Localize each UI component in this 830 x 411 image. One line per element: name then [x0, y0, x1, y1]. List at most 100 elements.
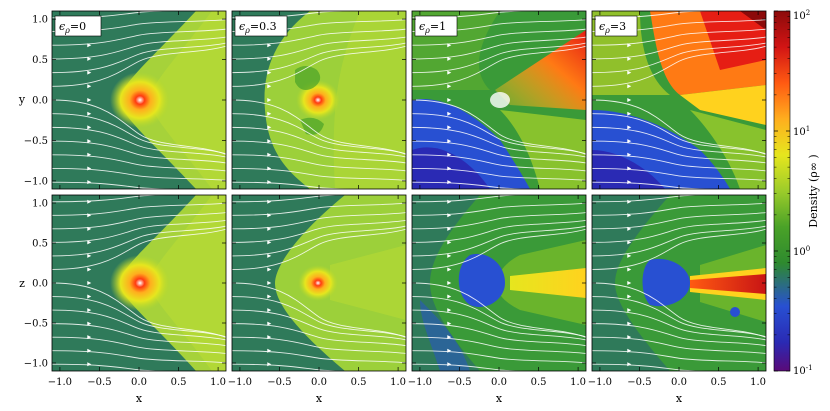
x-tick-label: −0.5	[627, 377, 651, 388]
streamline	[52, 28, 226, 46]
streamline	[592, 323, 766, 347]
streamline	[52, 219, 226, 243]
x-axis-label-2: x	[496, 392, 503, 405]
streamline	[592, 202, 766, 216]
streamline-arrow	[267, 335, 272, 340]
streamline	[232, 42, 406, 74]
streamlines	[52, 11, 766, 371]
streamline-arrow	[627, 180, 632, 185]
x-tick-label: 0.0	[671, 377, 687, 388]
x-axis-label-0: x	[136, 392, 143, 405]
streamline	[232, 225, 406, 257]
streamline	[592, 336, 766, 354]
streamline-arrow	[447, 281, 452, 285]
streamline-arrow	[627, 56, 632, 61]
y-tick-label: 0.0	[32, 279, 48, 290]
streamline-arrow	[267, 111, 272, 116]
streamline	[232, 323, 406, 347]
streamline	[52, 42, 226, 74]
streamline	[592, 154, 766, 172]
streamline-arrow	[447, 70, 452, 75]
streamline-arrow	[447, 335, 452, 340]
streamline-arrow	[627, 348, 632, 353]
panel-label-3: ϵρ=3	[594, 15, 638, 37]
streamline	[592, 219, 766, 243]
colorbar-tick-label: 101	[793, 125, 810, 138]
streamline-arrow	[627, 166, 632, 171]
streamline-arrow	[627, 111, 632, 116]
streamline-arrow	[87, 308, 92, 313]
streamline	[592, 99, 766, 155]
streamline-arrow	[267, 139, 272, 144]
streamline	[52, 202, 226, 216]
streamline	[592, 309, 766, 341]
x-tick-label: −0.5	[267, 377, 291, 388]
x-tick-label: −1.0	[48, 377, 72, 388]
streamline-arrow	[627, 362, 632, 367]
streamline-arrow	[447, 152, 452, 157]
streamline-arrow	[267, 166, 272, 171]
streamline	[412, 154, 586, 172]
x-tick-label: 0.5	[711, 377, 727, 388]
streamline	[592, 168, 766, 181]
streamline-arrow	[627, 125, 632, 130]
streamline-arrow	[447, 166, 452, 171]
streamline-arrow	[627, 152, 632, 157]
streamline	[232, 36, 406, 60]
y-tick-label: −0.5	[24, 136, 48, 147]
streamline	[412, 99, 586, 155]
streamline-arrow	[267, 294, 272, 299]
streamline	[592, 350, 766, 364]
streamline-arrow	[87, 180, 92, 185]
streamline	[232, 296, 406, 338]
streamline-group	[592, 195, 766, 371]
streamline-arrow	[87, 166, 92, 171]
streamline-arrow	[87, 362, 92, 367]
streamline-arrow	[267, 180, 272, 185]
x-tick-label: 0.5	[531, 377, 547, 388]
svg-text:ϵρ=0.3: ϵρ=0.3	[239, 20, 277, 35]
y-tick-label: 0.0	[32, 96, 48, 107]
z-axis-label: z	[19, 277, 25, 290]
x-tick-label: 1.0	[750, 377, 766, 388]
x-tick-label: 0.5	[351, 377, 367, 388]
svg-text:ϵρ=0: ϵρ=0	[59, 20, 86, 35]
streamline	[232, 140, 406, 164]
streamline	[592, 113, 766, 155]
streamline-arrow	[267, 84, 272, 89]
streamline-arrow	[267, 152, 272, 157]
streamline-arrow	[87, 199, 92, 204]
streamline	[412, 140, 586, 164]
streamline	[52, 309, 226, 341]
streamline-arrow	[87, 335, 92, 340]
streamline-arrow	[447, 199, 452, 204]
streamline-arrow	[627, 267, 632, 272]
streamline	[52, 99, 226, 155]
streamline-arrow	[87, 240, 92, 245]
streamline-arrow	[87, 294, 92, 299]
streamline-arrow	[447, 294, 452, 299]
streamline-arrow	[267, 70, 272, 75]
streamline-arrow	[267, 56, 272, 61]
svg-text:ϵρ=1: ϵρ=1	[419, 20, 446, 35]
y-tick-label: 1.0	[32, 199, 48, 210]
streamline-arrow	[627, 294, 632, 299]
x-tick-label: 1.0	[390, 377, 406, 388]
colorbar-label: Density (ρ∞ )	[807, 154, 820, 227]
colorbar-tick-label: 102	[793, 9, 810, 22]
x-axis-label-3: x	[676, 392, 683, 405]
streamline-arrow	[447, 111, 452, 116]
streamline-arrow	[87, 139, 92, 144]
streamline-arrow	[627, 139, 632, 144]
streamline	[592, 282, 766, 338]
streamline	[52, 296, 226, 338]
x-tick-label: 1.0	[210, 377, 226, 388]
streamline-arrow	[447, 253, 452, 258]
streamline	[592, 225, 766, 257]
panel-label-2: ϵρ=1	[414, 15, 458, 37]
streamline	[232, 99, 406, 155]
colorbar-tick-label: 100	[793, 245, 810, 258]
streamline	[232, 350, 406, 364]
streamline-arrow	[87, 70, 92, 75]
panel-bottom-eps0.3	[232, 195, 406, 371]
